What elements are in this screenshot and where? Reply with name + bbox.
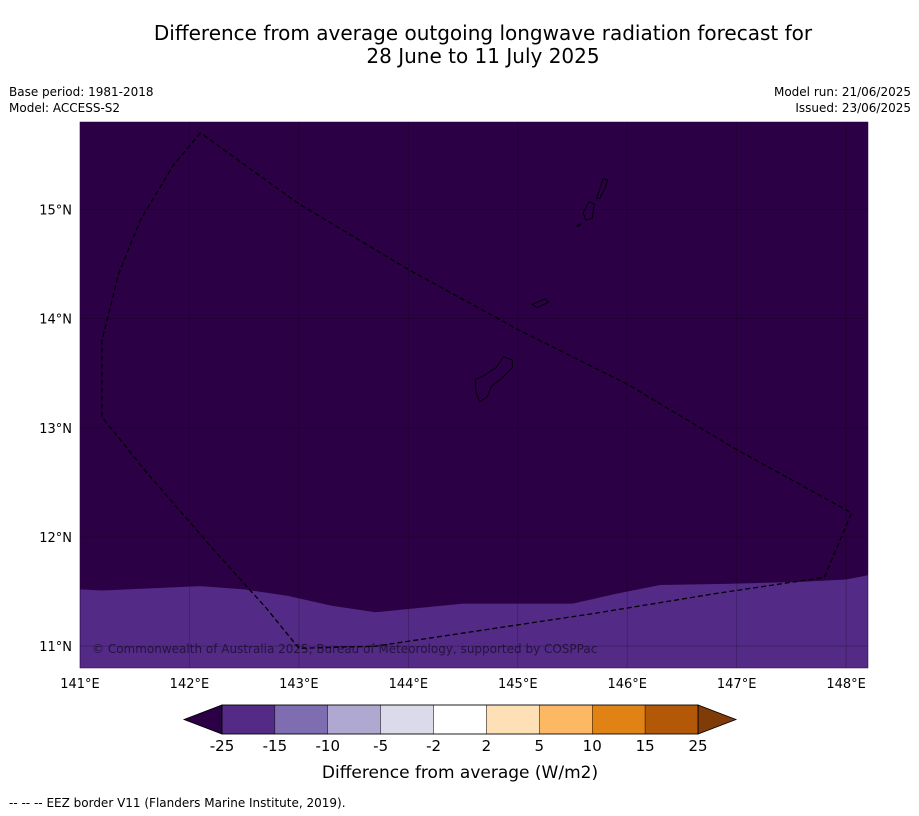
colorbar-segment <box>221 704 276 735</box>
lon-tick-label: 146°E <box>607 677 647 692</box>
colorbar-tick-label: -10 <box>316 737 341 755</box>
longitude-ticks: 141°E 142°E 143°E 144°E 145°E 146°E 147°E 148°E <box>60 677 866 692</box>
copyright-text: © Commonwealth of Australia 2025, Bureau… <box>92 642 597 656</box>
eez-legend-text: EEZ border V11 (Flanders Marine Institut… <box>46 796 346 810</box>
lat-tick-label: 13°N <box>39 422 72 437</box>
lat-tick-label: 11°N <box>39 640 72 655</box>
map-background-region <box>80 122 868 668</box>
lon-tick-label: 142°E <box>170 677 210 692</box>
lon-tick-label: 145°E <box>498 677 538 692</box>
colorbar-under-arrow <box>182 704 223 735</box>
colorbar-tick-label: 5 <box>535 737 545 755</box>
colorbar-tick-label: 25 <box>688 737 707 755</box>
colorbar-segment <box>539 704 593 735</box>
model-name: Model: ACCESS-S2 <box>9 101 121 115</box>
colorbar-segment <box>380 704 434 735</box>
model-run: Model run: 21/06/2025 <box>773 85 911 99</box>
colorbar-tick-label: -15 <box>263 737 288 755</box>
lat-tick-label: 15°N <box>39 203 72 218</box>
colorbar-segment <box>486 704 540 735</box>
colorbar-tick-label: 2 <box>482 737 492 755</box>
colorbar-frame <box>221 704 699 735</box>
lat-tick-label: 14°N <box>39 313 72 328</box>
colorbar-segment <box>592 704 646 735</box>
colorbar-over-arrow <box>697 704 738 735</box>
island-rota <box>530 298 550 309</box>
eez-border-line <box>101 132 853 649</box>
lon-tick-label: 143°E <box>279 677 319 692</box>
lon-tick-label: 147°E <box>717 677 757 692</box>
meta-left: Base period: 1981-2018 Model: ACCESS-S2 <box>9 84 154 116</box>
colorbar-tick-label: 10 <box>583 737 602 755</box>
map-figure: © Commonwealth of Australia 2025, Bureau… <box>39 121 869 783</box>
southern-band-region <box>80 575 868 668</box>
colorbar-tick-label: -5 <box>373 737 388 755</box>
lon-tick-label: 144°E <box>389 677 429 692</box>
footer-legend: -- -- -- EEZ border V11 (Flanders Marine… <box>9 796 346 810</box>
title-line-2: 28 June to 11 July 2025 <box>366 44 600 68</box>
colorbar-tick-label: -25 <box>210 737 235 755</box>
map-panel: © Commonwealth of Australia 2025, Bureau… <box>79 121 869 669</box>
meta-right: Model run: 21/06/2025 Issued: 23/06/2025 <box>774 84 911 116</box>
lon-tick-label: 148°E <box>826 677 866 692</box>
base-period: Base period: 1981-2018 <box>9 85 154 99</box>
colorbar-segment <box>274 704 328 735</box>
map-frame <box>79 121 869 669</box>
island-aguijan <box>576 223 582 228</box>
colorbar-title: Difference from average (W/m2) <box>322 763 598 783</box>
island-guam <box>474 356 513 403</box>
chart-title: Difference from average outgoing longwav… <box>0 22 919 68</box>
title-line-1: Difference from average outgoing longwav… <box>153 21 813 45</box>
latitude-ticks: 15°N 14°N 13°N 12°N 11°N <box>39 203 72 655</box>
lon-tick-label: 141°E <box>60 677 100 692</box>
lat-tick-label: 12°N <box>39 531 72 546</box>
island-tinian <box>582 201 595 221</box>
colorbar-segment <box>433 704 487 735</box>
eez-legend-symbol: -- -- -- <box>9 796 43 810</box>
island-saipan <box>595 178 609 199</box>
issued-date: Issued: 23/06/2025 <box>795 101 911 115</box>
colorbar-segment <box>327 704 381 735</box>
colorbar-segment <box>644 704 699 735</box>
colorbar-tick-label: 15 <box>636 737 655 755</box>
colorbar-tick-label: -2 <box>426 737 441 755</box>
